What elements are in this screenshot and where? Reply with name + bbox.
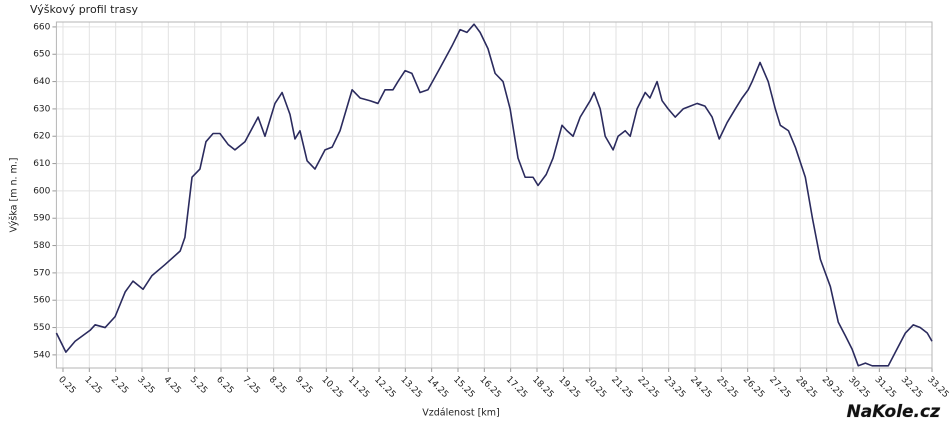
x-tick-label: 5.25	[188, 375, 209, 396]
x-tick-label: 23.25	[662, 375, 687, 400]
y-tick-label: 590	[33, 214, 50, 224]
watermark: NaKole.cz	[847, 402, 941, 422]
x-tick-label: 17.25	[504, 375, 529, 400]
x-tick-label: 33.25	[925, 375, 950, 400]
y-tick-label: 610	[33, 159, 50, 169]
x-tick-label: 21.25	[609, 375, 634, 400]
elevation-line	[55, 23, 933, 367]
x-tick-label: 27.25	[767, 375, 792, 400]
chart-title: Výškový profil trasy	[30, 3, 138, 16]
x-tick-label: 24.25	[688, 375, 713, 400]
y-tick-label: 620	[33, 132, 50, 142]
x-tick-label: 25.25	[714, 375, 739, 400]
x-tick-label: 13.25	[398, 375, 423, 400]
y-tick-label: 550	[33, 323, 50, 333]
y-tick-label: 640	[33, 77, 50, 87]
x-tick-label: 26.25	[741, 375, 766, 400]
x-tick-label: 20.25	[583, 375, 608, 400]
y-tick-label: 540	[33, 350, 50, 360]
x-tick-label: 22.25	[635, 375, 660, 400]
x-tick-label: 1.25	[82, 375, 103, 396]
x-tick-label: 15.25	[451, 375, 476, 400]
y-tick-label: 580	[33, 241, 50, 251]
x-tick-label: 16.25	[477, 375, 502, 400]
x-tick-label: 30.25	[846, 375, 871, 400]
y-axis-title: Výška [m n. m.]	[9, 157, 20, 232]
x-tick-label: 9.25	[293, 375, 314, 396]
y-tick-label: 570	[33, 268, 50, 278]
x-tick-label: 11.25	[346, 375, 371, 400]
x-tick-label: 12.25	[372, 375, 397, 400]
y-tick-label: 630	[33, 104, 50, 114]
x-tick-label: 10.25	[319, 375, 344, 400]
x-tick-label: 29.25	[820, 375, 845, 400]
x-tick-label: 18.25	[530, 375, 555, 400]
y-tick-label: 660	[33, 22, 50, 32]
y-tick-label: 600	[33, 186, 50, 196]
x-tick-label: 28.25	[793, 375, 818, 400]
x-tick-label: 2.25	[109, 375, 130, 396]
plot-frame	[55, 21, 933, 369]
x-tick-label: 4.25	[161, 375, 182, 396]
x-axis-title: Vzdálenost [km]	[422, 408, 500, 419]
y-tick-label: 560	[33, 296, 50, 306]
x-tick-label: 0.25	[56, 375, 77, 396]
y-tick-label: 650	[33, 50, 50, 60]
x-tick-label: 7.25	[240, 375, 261, 396]
x-tick-label: 19.25	[556, 375, 581, 400]
x-tick-label: 8.25	[267, 375, 288, 396]
x-tick-label: 31.25	[872, 375, 897, 400]
x-tick-label: 14.25	[425, 375, 450, 400]
x-tick-label: 32.25	[899, 375, 924, 400]
x-tick-label: 3.25	[135, 375, 156, 396]
x-tick-label: 6.25	[214, 375, 235, 396]
